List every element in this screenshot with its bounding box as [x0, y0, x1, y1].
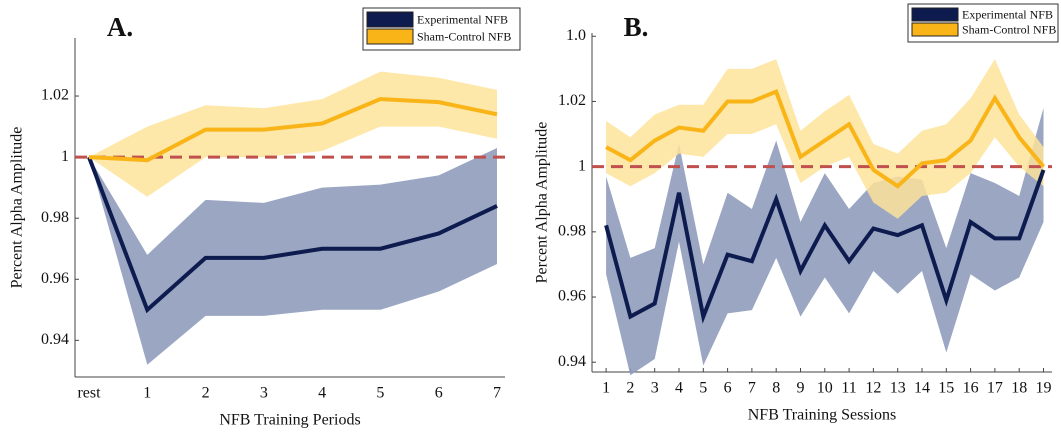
y-axis-label: Percent Alpha Amplitude [534, 122, 551, 284]
y-tick-label: 1 [61, 148, 69, 165]
panel-title: B. [624, 12, 649, 42]
y-tick-label: 1.02 [558, 92, 586, 109]
y-tick-label: 0.94 [41, 331, 69, 348]
legend-label: Sham-Control NFB [417, 29, 511, 43]
confidence-band [606, 107, 1044, 376]
x-tick-label: 10 [817, 380, 833, 397]
x-tick-label: 6 [435, 385, 443, 402]
series-line [88, 97, 498, 163]
y-tick-label: 1.0 [566, 27, 586, 44]
x-tick-label: 2 [626, 380, 634, 397]
x-tick-label: 13 [890, 380, 906, 397]
legend-label: Experimental NFB [962, 7, 1053, 21]
x-tick-label: 9 [796, 380, 804, 397]
series-line [605, 89, 1046, 189]
x-tick-label: 2 [202, 385, 210, 402]
y-tick-label: 0.98 [558, 223, 586, 240]
x-tick-label: 14 [914, 380, 930, 397]
x-tick-label: 4 [675, 380, 683, 397]
y-tick-label: 0.96 [558, 288, 586, 305]
x-tick-label: 16 [963, 380, 979, 397]
x-tick-label: 12 [865, 380, 881, 397]
x-tick-label: 5 [699, 380, 707, 397]
x-tick-label: 7 [493, 385, 501, 402]
legend-swatch [911, 7, 959, 22]
x-tick-label: 7 [748, 380, 756, 397]
legend-swatch [911, 22, 959, 37]
x-tick-label: 3 [651, 380, 659, 397]
y-tick-label: 1 [578, 157, 586, 174]
panel: rest 1 2 3 4 5 6 7 0.94 0.96 0.98 1 1.02 A. NFB Traini… [9, 7, 521, 429]
x-tick-label: 1 [602, 380, 610, 397]
legend-swatch [366, 28, 414, 45]
x-tick-label: 17 [987, 380, 1003, 397]
x-tick-label: 15 [938, 380, 954, 397]
x-tick-label: 19 [1035, 380, 1051, 397]
panel: 1 2 3 4 5 6 7 8 9 10 11 12 13 14 15 16 17 18 190.940.960.9… [534, 3, 1059, 424]
y-axis-label: Percent Alpha Amplitude [9, 127, 26, 289]
x-tick-label: 4 [318, 385, 326, 402]
y-tick-label: 0.96 [41, 270, 69, 287]
y-tick-label: 1.02 [41, 87, 69, 104]
x-axis-label: NFB Training Sessions [748, 407, 897, 424]
x-tick-label: 18 [1011, 380, 1027, 397]
x-tick-label: 8 [772, 380, 780, 397]
legend-label: Sham-Control NFB [962, 22, 1056, 36]
x-tick-label: 3 [260, 385, 268, 402]
x-tick-label: rest [77, 385, 101, 402]
series-line [604, 169, 1046, 324]
confidence-band [89, 71, 497, 197]
confidence-band [89, 147, 497, 365]
series-line [87, 156, 498, 314]
x-tick-label: 11 [841, 380, 856, 397]
x-tick-label: 1 [143, 385, 151, 402]
legend-swatch [366, 11, 414, 28]
x-tick-label: 5 [376, 385, 384, 402]
x-axis-label: NFB Training Periods [219, 412, 360, 429]
y-tick-label: 0.94 [558, 353, 586, 370]
y-tick-label: 0.98 [41, 209, 69, 226]
legend-label: Experimental NFB [417, 12, 508, 26]
x-tick-label: 6 [724, 380, 732, 397]
panel-title: A. [107, 12, 133, 42]
